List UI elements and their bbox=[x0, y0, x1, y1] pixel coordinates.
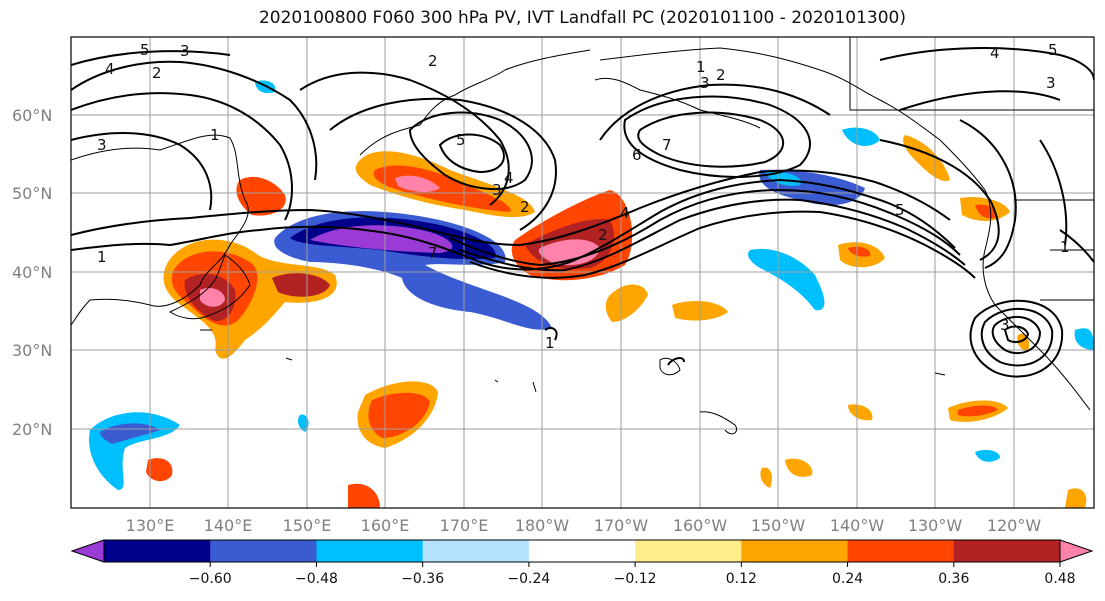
alaska-coast bbox=[599, 47, 1091, 411]
kamchatka-coast bbox=[359, 49, 591, 156]
contour-label: 4 bbox=[105, 60, 115, 78]
colorbar-extend-low bbox=[70, 539, 105, 563]
contour-label: 1 bbox=[696, 58, 706, 76]
graticule bbox=[71, 37, 1094, 508]
colorbar-extend-high bbox=[1059, 539, 1094, 563]
contour-label: 7 bbox=[428, 244, 438, 262]
lon-label: 180°W bbox=[515, 516, 570, 535]
contour-label: 1 bbox=[1060, 238, 1070, 256]
asia-coast bbox=[71, 134, 249, 326]
contour-label: 4 bbox=[504, 169, 514, 187]
colorbar-tick-label: 0.12 bbox=[726, 571, 757, 587]
colorbar-tick-label: 0.36 bbox=[938, 571, 969, 587]
longitude-labels: 130°E 140°E 150°E 160°E 170°E 180°W 170°… bbox=[126, 516, 1042, 535]
contour-label: 1 bbox=[545, 334, 555, 352]
lon-label: 150°W bbox=[751, 516, 806, 535]
contour-label: 2 bbox=[520, 198, 530, 216]
contour-label: 4 bbox=[620, 204, 630, 222]
contour-label: 4 bbox=[990, 44, 1000, 62]
colorbar-swatch bbox=[104, 540, 211, 562]
lon-label: 160°W bbox=[673, 516, 728, 535]
colorbar-tick-label: −0.24 bbox=[507, 571, 550, 587]
lon-label: 170°W bbox=[594, 516, 649, 535]
contour-label: 2 bbox=[152, 64, 162, 82]
contour-label: 6 bbox=[632, 146, 642, 164]
contour-label: 3 bbox=[1046, 74, 1056, 92]
lat-label: 20°N bbox=[12, 420, 52, 439]
colorbar-swatch bbox=[210, 540, 317, 562]
colorbar-tick-label: −0.60 bbox=[189, 571, 232, 587]
contour-label: 3 bbox=[1000, 316, 1010, 334]
contour-label: 1 bbox=[97, 248, 107, 266]
colorbar-swatch bbox=[741, 540, 849, 562]
colorbar-swatch bbox=[953, 540, 1061, 562]
contour-label: 3 bbox=[180, 42, 190, 60]
contour-label: 1 bbox=[210, 126, 220, 144]
contour-label: 5 bbox=[456, 131, 466, 149]
contour-label: 2 bbox=[716, 66, 726, 84]
colorbar-swatch bbox=[316, 540, 424, 562]
pv-contours bbox=[71, 47, 1094, 378]
contour-labels: 3 1 4 5 2 3 1 2 5 3 4 2 7 4 2 6 7 1 2 3 bbox=[97, 41, 1070, 352]
map-panel: 3 1 4 5 2 3 1 2 5 3 4 2 7 4 2 6 7 1 2 3 bbox=[70, 36, 1095, 509]
colorbar-outline bbox=[103, 539, 1061, 563]
colorbar-swatch bbox=[847, 540, 955, 562]
lat-label: 50°N bbox=[12, 184, 52, 203]
colorbar-tick-label: −0.12 bbox=[614, 571, 657, 587]
lon-label: 170°E bbox=[440, 516, 489, 535]
colorbar-tick-label: 0.48 bbox=[1044, 571, 1075, 587]
lon-label: 140°W bbox=[830, 516, 885, 535]
colorbar-tick-label: −0.48 bbox=[295, 571, 338, 587]
contour-label: 3 bbox=[97, 136, 107, 154]
latitude-labels: 60°N 50°N 40°N 30°N 20°N bbox=[12, 106, 52, 439]
lat-label: 60°N bbox=[12, 106, 52, 125]
lon-label: 130°W bbox=[908, 516, 963, 535]
low-circle bbox=[991, 316, 1042, 355]
lat-label: 30°N bbox=[12, 341, 52, 360]
contour-label: 7 bbox=[662, 136, 672, 154]
lon-label: 120°W bbox=[987, 516, 1042, 535]
contour-label: 3 bbox=[492, 181, 502, 199]
contour-label: 5 bbox=[140, 41, 150, 59]
map-title: 2020100800 F060 300 hPa PV, IVT Landfall… bbox=[258, 8, 906, 28]
colorbar: −0.60 −0.48 −0.36 −0.24 −0.12 0.12 0.24 0.36 0.4… bbox=[70, 539, 1094, 587]
lon-label: 150°E bbox=[283, 516, 332, 535]
japan-coast bbox=[168, 254, 251, 320]
contour-label: 2 bbox=[598, 226, 608, 244]
colorbar-tick-label: 0.24 bbox=[832, 571, 863, 587]
lon-label: 140°E bbox=[204, 516, 253, 535]
lon-label: 130°E bbox=[126, 516, 175, 535]
coastlines bbox=[71, 37, 1094, 435]
colorbar-swatch bbox=[528, 540, 636, 562]
contour-label: 3 bbox=[700, 74, 710, 92]
contour-label: 2 bbox=[428, 52, 438, 70]
colorbar-swatch bbox=[422, 540, 530, 562]
lat-label: 40°N bbox=[12, 263, 52, 282]
colorbar-swatch bbox=[635, 540, 742, 562]
contour-label: 5 bbox=[1048, 41, 1058, 59]
contour-label: 5 bbox=[895, 201, 905, 219]
colorbar-tick-label: −0.36 bbox=[401, 571, 444, 587]
lon-label: 160°E bbox=[361, 516, 410, 535]
